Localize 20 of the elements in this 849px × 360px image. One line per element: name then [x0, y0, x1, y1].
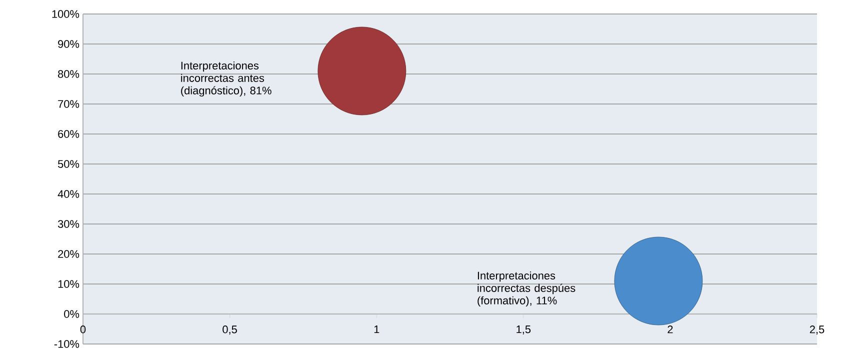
y-tick-label: 90%	[58, 40, 80, 48]
y-tick-label: 0%	[64, 310, 80, 318]
annotation: Interpretaciones incorrectas despúes (formativo), 11%	[478, 271, 576, 307]
annotation: Interpretaciones incorrectas antes (diagnóstico), 81%	[181, 61, 272, 97]
y-tick-label: 30%	[58, 220, 80, 228]
y-tick-label: 80%	[58, 70, 80, 78]
x-tick-label: 0,5	[222, 326, 237, 335]
y-tick-label: 60%	[58, 130, 80, 138]
x-tick-label: 2,5	[810, 326, 824, 335]
x-tick-label: 1	[374, 326, 380, 334]
y-tick-label: 100%	[52, 10, 80, 18]
y-tick-label: 20%	[58, 250, 80, 258]
x-tick-label: 1,5	[516, 326, 531, 334]
y-tick-label: 70%	[58, 100, 80, 108]
y-tick-label: 10%	[58, 280, 80, 288]
x-tick-label: 2	[668, 326, 673, 334]
y-tick-label: -10%	[54, 340, 80, 348]
y-tick-label: 50%	[58, 160, 80, 168]
y-tick-label: 40%	[58, 190, 80, 198]
x-tick-label: 0	[80, 326, 86, 334]
